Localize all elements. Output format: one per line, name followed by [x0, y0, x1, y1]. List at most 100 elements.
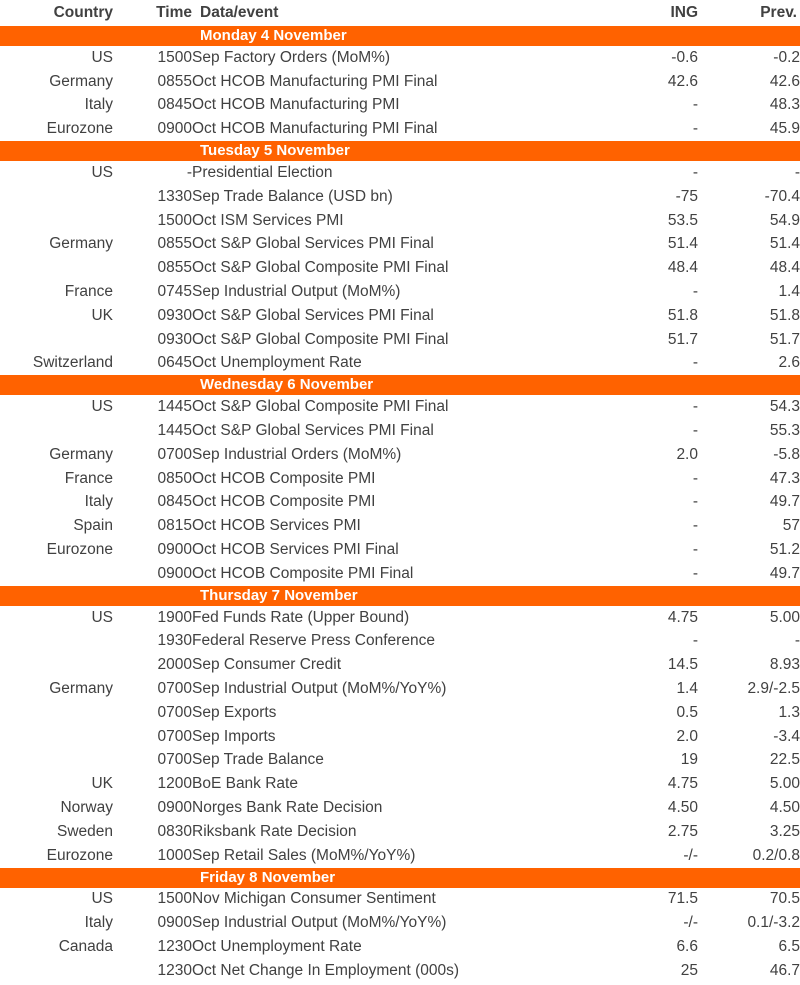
event-row: 0930 Oct S&P Global Composite PMI Final 51…: [0, 328, 800, 352]
event-row: 1445 Oct S&P Global Services PMI Final - 55…: [0, 419, 800, 443]
time-cell: 0930: [157, 330, 192, 348]
country-cell: US: [91, 164, 113, 182]
time-cell: 0700: [157, 751, 192, 769]
time-cell: 0855: [157, 259, 192, 277]
prev-cell: 1.3: [778, 703, 800, 721]
prev-cell: 42.6: [769, 72, 800, 90]
event-row: 0900 Oct HCOB Composite PMI Final - 49.7: [0, 562, 800, 586]
day-banner-title: Friday 8 November: [0, 867, 800, 888]
day-banner-row: Tuesday 5 November: [0, 141, 800, 162]
event-row: 0855 Oct S&P Global Composite PMI Final 48…: [0, 256, 800, 280]
country-cell: US: [91, 48, 113, 66]
prev-cell: 46.7: [769, 961, 800, 979]
time-cell: 0745: [157, 283, 192, 301]
prev-cell: 55.3: [769, 422, 800, 440]
country-cell: [0, 256, 113, 280]
time-cell: 0845: [157, 493, 192, 511]
time-cell: 0700: [157, 727, 192, 745]
country-cell: UK: [91, 306, 113, 324]
event-cell: BoE Bank Rate: [192, 775, 298, 793]
prev-cell: 2.9/-2.5: [747, 680, 800, 698]
ing-cell: -0.6: [671, 48, 698, 66]
ing-cell: -: [692, 517, 698, 535]
prev-cell: 1.4: [778, 283, 800, 301]
event-cell: Norges Bank Rate Decision: [192, 799, 383, 816]
event-row: 0700 Sep Trade Balance 19 22.5: [0, 749, 800, 773]
event-row: France 0850 Oct HCOB Composite PMI - 47.3: [0, 467, 800, 491]
event-cell: Sep Factory Orders (MoM%): [192, 48, 391, 66]
time-cell: 1230: [157, 937, 192, 955]
ing-cell: 4.75: [667, 775, 698, 793]
event-cell: Oct S&P Global Services PMI Final: [192, 306, 434, 324]
ing-cell: -: [692, 398, 698, 416]
time-cell: 0900: [157, 799, 192, 816]
country-cell: [0, 959, 113, 983]
prev-cell: 54.9: [769, 211, 800, 229]
ing-cell: 4.75: [667, 608, 698, 626]
event-cell: Nov Michigan Consumer Sentiment: [192, 890, 436, 908]
country-cell: Germany: [49, 72, 113, 90]
ing-cell: -: [692, 541, 698, 559]
prev-cell: 51.2: [769, 541, 800, 559]
event-cell: Oct S&P Global Composite PMI Final: [192, 259, 449, 277]
event-cell: Sep Industrial Output (MoM%): [192, 283, 401, 301]
ing-cell: 51.8: [667, 306, 698, 324]
country-cell: [0, 419, 113, 443]
prev-cell: 2.6: [778, 354, 800, 372]
event-row: Norway 0900 Norges Bank Rate Decision 4.50 4…: [0, 796, 800, 820]
ing-cell: 0.5: [676, 703, 698, 721]
country-cell: Germany: [49, 445, 113, 463]
ing-cell: 42.6: [667, 72, 698, 90]
calendar-body: Monday 4 November US 1500 Sep Factory Order…: [0, 26, 800, 983]
prev-cell: 5.00: [769, 608, 800, 626]
ing-cell: 2.75: [667, 822, 698, 840]
ing-cell: -: [692, 564, 698, 582]
event-cell: Fed Funds Rate (Upper Bound): [192, 608, 410, 626]
country-cell: Germany: [49, 235, 113, 253]
prev-cell: 5.00: [769, 775, 800, 793]
event-row: US 1900 Fed Funds Rate (Upper Bound) 4.75 5.…: [0, 606, 800, 630]
event-row: France 0745 Sep Industrial Output (MoM%) - 1…: [0, 280, 800, 304]
event-row: Canada 1230 Oct Unemployment Rate 6.6 6.5: [0, 935, 800, 959]
time-cell: 1500: [157, 48, 192, 66]
ing-cell: -/-: [683, 846, 698, 864]
ing-cell: -: [692, 283, 698, 301]
time-cell: 0700: [157, 703, 192, 721]
event-cell: Sep Industrial Output (MoM%/YoY%): [192, 680, 447, 698]
event-row: 1930 Federal Reserve Press Conference - -: [0, 630, 800, 654]
time-cell: 0900: [157, 120, 192, 138]
ing-cell: 6.6: [676, 937, 698, 955]
event-cell: Sep Consumer Credit: [192, 656, 342, 674]
time-cell: 0930: [157, 306, 192, 324]
ing-cell: 51.4: [667, 235, 698, 253]
day-banner-title: Monday 4 November: [0, 26, 800, 46]
time-cell: 1445: [157, 398, 192, 416]
column-header-ing: ING: [670, 4, 698, 21]
prev-cell: 8.93: [769, 656, 800, 674]
country-cell: Sweden: [56, 822, 113, 840]
time-cell: 0855: [157, 72, 192, 90]
time-cell: 1500: [157, 211, 192, 229]
ing-cell: -/-: [683, 914, 698, 932]
country-cell: Spain: [73, 517, 113, 535]
prev-cell: 4.50: [769, 799, 800, 816]
ing-cell: 48.4: [667, 259, 698, 277]
event-cell: Oct Net Change In Employment (000s): [192, 961, 460, 979]
event-row: US 1445 Oct S&P Global Composite PMI Final…: [0, 395, 800, 419]
prev-cell: 6.5: [778, 937, 800, 955]
event-cell: Sep Industrial Output (MoM%/YoY%): [192, 914, 447, 932]
country-cell: Italy: [84, 493, 113, 511]
event-row: Sweden 0830 Riksbank Rate Decision 2.75 3.25: [0, 820, 800, 844]
event-cell: Oct HCOB Services PMI: [192, 517, 361, 535]
event-row: US 1500 Sep Factory Orders (MoM%) -0.6 -0.2: [0, 46, 800, 70]
ing-cell: 25: [680, 961, 698, 979]
event-cell: Oct S&P Global Services PMI Final: [192, 422, 434, 440]
country-cell: Eurozone: [46, 120, 113, 138]
prev-cell: 0.1/-3.2: [747, 914, 800, 932]
event-row: 1330 Sep Trade Balance (USD bn) -75 -70.4: [0, 185, 800, 209]
event-row: Germany 0855 Oct S&P Global Services PMI F…: [0, 233, 800, 257]
table-header-row: Country Time Data/event ING Prev.: [0, 0, 800, 26]
time-cell: 0815: [157, 517, 192, 535]
event-cell: Sep Trade Balance (USD bn): [192, 187, 393, 205]
event-cell: Federal Reserve Press Conference: [192, 632, 435, 650]
